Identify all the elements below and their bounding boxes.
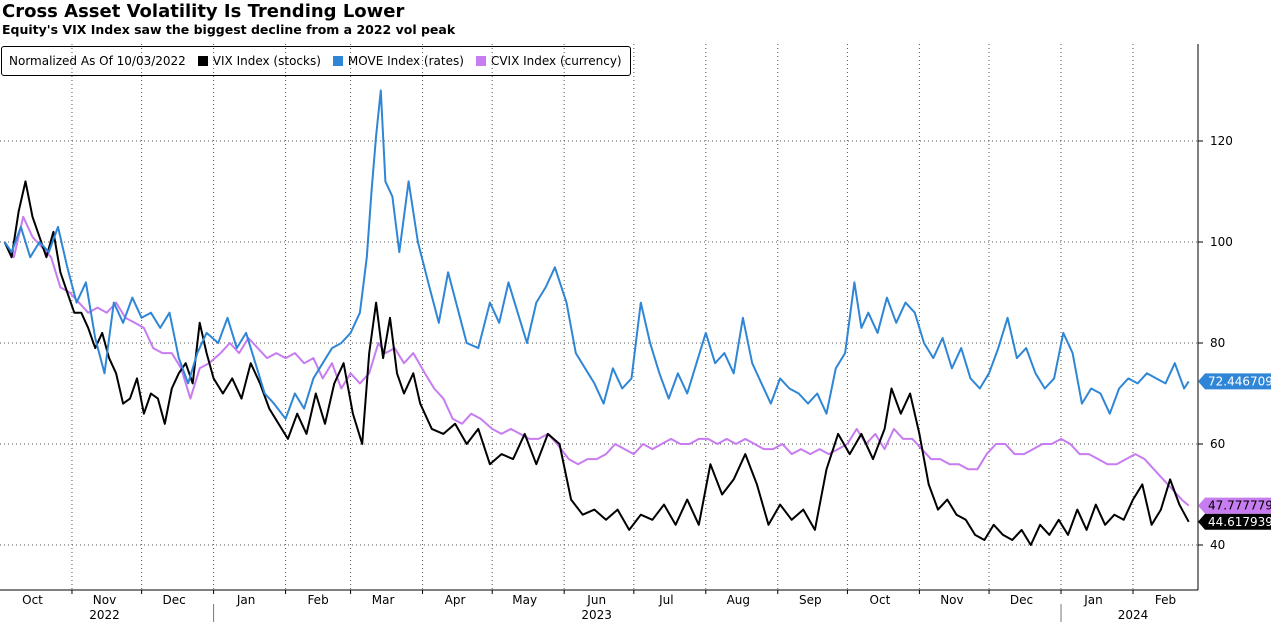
chart-title: Cross Asset Volatility Is Trending Lower: [2, 1, 405, 22]
chart-subtitle: Equity's VIX Index saw the biggest decli…: [2, 22, 456, 37]
legend-label-cvix: CVIX Index (currency): [490, 54, 622, 68]
legend-item-vix: VIX Index (stocks): [197, 54, 321, 68]
last-value-label-move: 72.446709: [1208, 374, 1271, 388]
last-value-label-cvix: 47.777779: [1208, 499, 1271, 513]
y-tick-label-100: 100: [1210, 235, 1233, 249]
last-value-flag-move: [1198, 373, 1271, 390]
x-year-label-0: 2022: [89, 608, 120, 622]
x-month-label-7: May: [512, 593, 537, 607]
x-month-label-13: Nov: [940, 593, 963, 607]
x-month-label-11: Sep: [799, 593, 822, 607]
x-month-label-2: Dec: [163, 593, 186, 607]
x-month-label-6: Apr: [445, 593, 466, 607]
y-tick-label-80: 80: [1210, 336, 1225, 350]
legend-swatch-move: [332, 56, 343, 66]
x-month-label-10: Aug: [727, 593, 750, 607]
last-value-label-vix: 44.617939: [1208, 515, 1271, 529]
x-year-label-1: 2023: [581, 608, 612, 622]
legend-item-move: MOVE Index (rates): [332, 54, 464, 68]
x-month-label-1: Nov: [93, 593, 116, 607]
legend-swatch-cvix: [475, 56, 486, 66]
series-line-vix: [3, 180, 1190, 546]
x-month-label-9: Jul: [658, 593, 673, 607]
y-tick-label-40: 40: [1210, 538, 1225, 552]
legend-label-move: MOVE Index (rates): [347, 54, 464, 68]
x-month-label-15: Jan: [1083, 593, 1103, 607]
x-month-label-3: Jan: [236, 593, 256, 607]
legend-swatch-vix: [197, 56, 208, 66]
legend-label-vix: VIX Index (stocks): [212, 54, 321, 68]
series-line-cvix: [3, 215, 1190, 507]
x-month-label-5: Mar: [372, 593, 395, 607]
x-month-label-16: Feb: [1155, 593, 1176, 607]
x-month-label-12: Oct: [870, 593, 891, 607]
x-month-label-14: Dec: [1010, 593, 1033, 607]
y-tick-label-120: 120: [1210, 134, 1233, 148]
last-value-flag-vix: [1198, 513, 1271, 530]
x-month-label-8: Jun: [586, 593, 606, 607]
series-line-move: [3, 89, 1190, 420]
x-month-label-0: Oct: [22, 593, 43, 607]
last-value-flag-cvix: [1198, 497, 1271, 514]
y-tick-label-60: 60: [1210, 437, 1225, 451]
x-year-label-2: 2024: [1118, 608, 1149, 622]
x-month-label-4: Feb: [307, 593, 328, 607]
legend-item-cvix: CVIX Index (currency): [475, 54, 622, 68]
chart-legend: Normalized As Of 10/03/2022 VIX Index (s…: [1, 46, 631, 76]
